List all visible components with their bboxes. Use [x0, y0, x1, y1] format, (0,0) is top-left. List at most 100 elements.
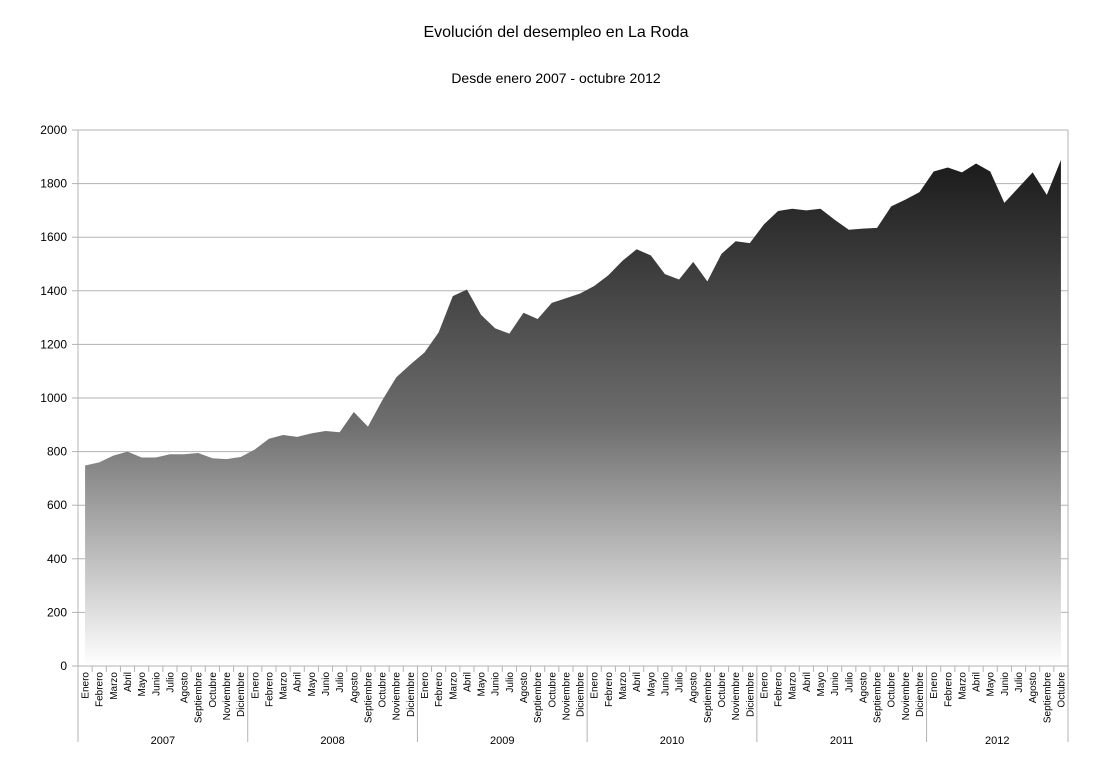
- y-tick-label-1800: 1800: [40, 177, 67, 191]
- x-tick-label-29: Junio: [491, 672, 502, 696]
- data-point-11: [240, 456, 242, 458]
- x-tick-label-55: Agosto: [858, 672, 869, 704]
- data-point-22: [395, 377, 397, 379]
- x-tick-label-14: Marzo: [279, 672, 290, 700]
- x-tick-label-21: Octubre: [378, 672, 389, 708]
- x-tick-label-34: Noviembre: [561, 672, 572, 721]
- data-point-13: [268, 438, 270, 440]
- x-tick-label-25: Febrero: [434, 672, 445, 707]
- chart-title: Evolución del desempleo en La Roda: [423, 24, 689, 41]
- x-tick-label-31: Agosto: [519, 672, 530, 704]
- data-point-26: [452, 295, 454, 297]
- x-tick-label-38: Marzo: [618, 672, 629, 700]
- x-tick-label-61: Febrero: [943, 672, 954, 707]
- y-tick-label-1600: 1600: [40, 230, 67, 244]
- x-tick-label-9: Octubre: [208, 672, 219, 708]
- data-point-15: [296, 436, 298, 438]
- y-tick-label-200: 200: [47, 605, 67, 619]
- x-tick-label-47: Diciembre: [745, 672, 756, 717]
- data-point-40: [650, 255, 652, 257]
- x-tick-label-36: Enero: [590, 672, 601, 699]
- data-point-41: [664, 273, 666, 275]
- year-label-2008: 2008: [320, 735, 344, 747]
- data-point-62: [961, 172, 963, 174]
- data-point-14: [282, 434, 284, 436]
- x-tick-label-54: Julio: [844, 672, 855, 693]
- x-tick-label-45: Octubre: [717, 672, 728, 708]
- year-label-2011: 2011: [830, 735, 854, 747]
- year-label-2007: 2007: [151, 735, 175, 747]
- x-tick-label-66: Julio: [1014, 672, 1025, 693]
- x-tick-label-46: Noviembre: [731, 672, 742, 721]
- x-tick-label-11: Diciembre: [236, 672, 247, 717]
- x-tick-label-8: Septiembre: [194, 672, 205, 724]
- x-tick-label-18: Julio: [335, 672, 346, 693]
- data-point-38: [622, 260, 624, 262]
- x-tick-label-58: Noviembre: [901, 672, 912, 721]
- data-point-25: [438, 332, 440, 334]
- data-point-18: [339, 432, 341, 434]
- x-tick-label-5: Junio: [151, 672, 162, 696]
- data-point-53: [834, 219, 836, 221]
- data-point-16: [311, 433, 313, 435]
- x-tick-label-40: Mayo: [646, 672, 657, 697]
- data-point-36: [593, 285, 595, 287]
- data-point-60: [933, 171, 935, 173]
- data-point-28: [480, 314, 482, 316]
- x-tick-label-13: Febrero: [264, 672, 275, 707]
- year-label-2012: 2012: [985, 735, 1009, 747]
- data-point-3: [127, 451, 129, 453]
- data-point-48: [763, 224, 765, 226]
- x-tick-label-26: Marzo: [448, 672, 459, 700]
- data-point-52: [820, 208, 822, 210]
- data-point-0: [84, 465, 86, 467]
- data-point-46: [735, 240, 737, 242]
- data-point-2: [113, 455, 115, 457]
- x-tick-label-37: Febrero: [604, 672, 615, 707]
- x-tick-label-4: Mayo: [137, 672, 148, 697]
- data-point-57: [890, 206, 892, 208]
- data-point-27: [466, 289, 468, 291]
- x-tick-label-39: Abril: [632, 672, 643, 692]
- data-point-63: [975, 163, 977, 165]
- x-tick-label-43: Agosto: [689, 672, 700, 704]
- x-tick-label-6: Julio: [165, 672, 176, 693]
- data-point-12: [254, 449, 256, 451]
- x-tick-label-20: Septiembre: [363, 672, 374, 724]
- data-point-4: [141, 457, 143, 459]
- x-tick-label-28: Mayo: [477, 672, 488, 697]
- y-tick-label-1400: 1400: [40, 284, 67, 298]
- data-point-68: [1046, 194, 1048, 196]
- y-tick-label-600: 600: [47, 498, 67, 512]
- x-tick-label-35: Diciembre: [576, 672, 587, 717]
- y-tick-label-800: 800: [47, 445, 67, 459]
- x-tick-label-10: Noviembre: [222, 672, 233, 721]
- data-point-35: [579, 293, 581, 295]
- data-point-56: [876, 227, 878, 229]
- data-point-6: [169, 453, 171, 455]
- x-tick-label-30: Julio: [505, 672, 516, 693]
- x-tick-label-27: Abril: [462, 672, 473, 692]
- data-point-43: [692, 261, 694, 263]
- x-tick-label-42: Julio: [675, 672, 686, 693]
- data-point-61: [947, 167, 949, 169]
- data-point-24: [424, 352, 426, 354]
- x-tick-label-59: Diciembre: [915, 672, 926, 717]
- x-tick-label-23: Diciembre: [406, 672, 417, 717]
- data-point-31: [523, 312, 525, 314]
- x-tick-label-52: Mayo: [816, 672, 827, 697]
- data-point-7: [183, 453, 185, 455]
- data-point-50: [791, 208, 793, 210]
- x-tick-label-32: Septiembre: [533, 672, 544, 724]
- data-point-69: [1060, 159, 1062, 161]
- data-point-51: [806, 210, 808, 212]
- data-point-39: [636, 248, 638, 250]
- data-point-29: [494, 328, 496, 330]
- year-label-2010: 2010: [660, 735, 684, 747]
- year-label-2009: 2009: [490, 735, 514, 747]
- data-point-34: [565, 298, 567, 300]
- x-tick-label-3: Abril: [123, 672, 134, 692]
- x-tick-label-33: Octubre: [547, 672, 558, 708]
- x-tick-label-64: Mayo: [986, 672, 997, 697]
